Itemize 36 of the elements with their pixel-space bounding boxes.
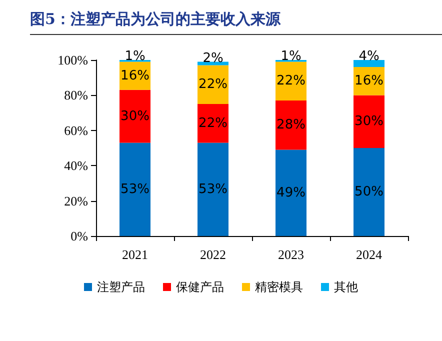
bar (120, 90, 150, 143)
y-tick-label: 60% (64, 122, 88, 138)
bar (276, 100, 306, 150)
bar (120, 142, 150, 236)
bar (276, 150, 306, 236)
legend-label: 其他 (334, 280, 358, 294)
chart-title: 图5：注塑产品为公司的主要收入来源 (30, 8, 442, 35)
data-label: 16% (120, 68, 150, 84)
data-label: 22% (276, 74, 306, 89)
x-tick-label: 2021 (122, 247, 148, 262)
y-tick-label: 80% (64, 88, 88, 103)
data-label: 30% (120, 108, 150, 124)
bar (198, 62, 228, 66)
x-tick-label: 2022 (200, 247, 226, 262)
y-tick-label: 0% (70, 228, 88, 244)
data-label: 30% (354, 114, 384, 130)
bar (354, 148, 384, 236)
y-tick-label: 100% (58, 52, 88, 68)
bar (198, 142, 228, 236)
legend-label: 精密模具 (255, 280, 303, 294)
data-label: 22% (198, 77, 228, 92)
data-label: 53% (198, 182, 228, 197)
data-label: 53% (120, 182, 150, 197)
data-label: 49% (276, 185, 306, 200)
y-tick-label: 20% (64, 193, 88, 208)
x-tick-label: 2023 (278, 247, 304, 262)
data-label: 2% (202, 50, 224, 66)
data-label: 28% (276, 118, 306, 133)
data-label: 16% (354, 74, 384, 89)
bar (354, 95, 384, 148)
legend-label: 注塑产品 (97, 280, 145, 294)
y-tick-label: 40% (64, 158, 88, 174)
legend-label: 保健产品 (176, 280, 224, 294)
data-label: 50% (354, 184, 384, 200)
data-label: 22% (198, 116, 228, 131)
x-tick-label: 2024 (356, 247, 382, 262)
